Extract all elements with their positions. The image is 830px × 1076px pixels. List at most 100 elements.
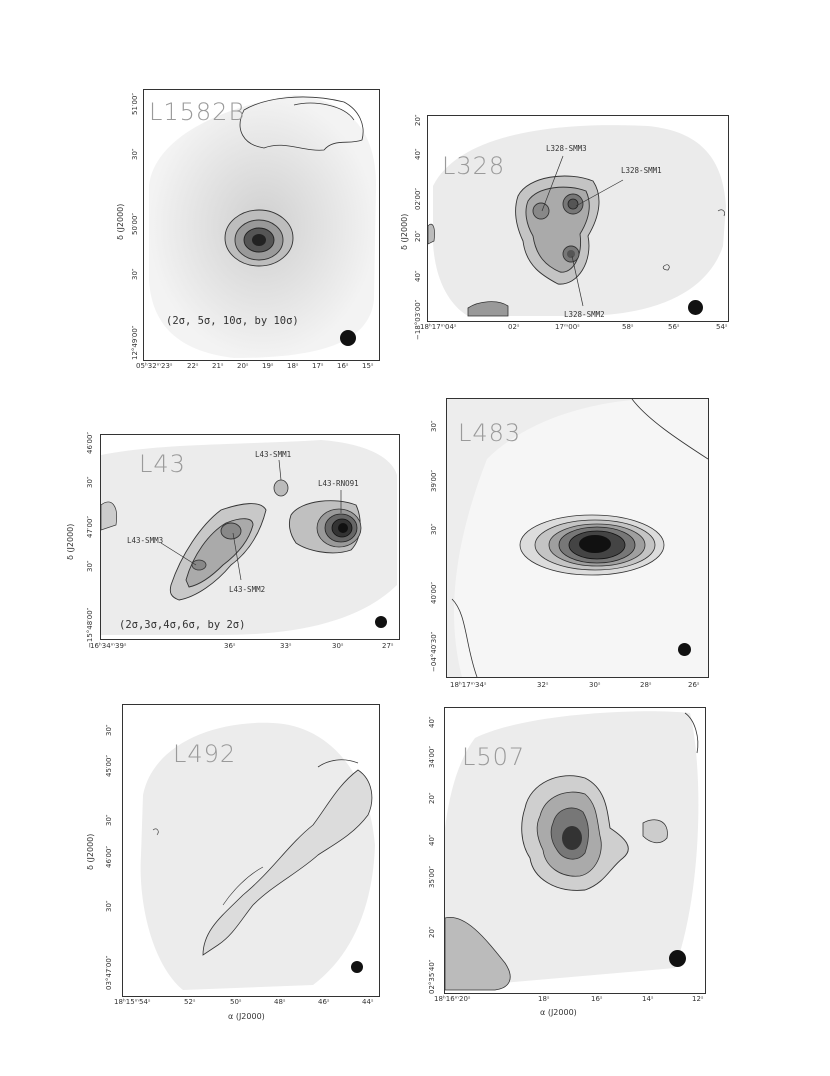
x-tick: 48ˢ xyxy=(274,998,286,1006)
x-axis-label-l507: α (J2000) xyxy=(540,1008,577,1017)
y-tick: 40″ xyxy=(428,834,436,846)
x-tick: 18ʰ16ᵐ20ˢ xyxy=(434,995,471,1003)
beam-icon xyxy=(375,616,387,628)
x-tick: 26ˢ xyxy=(688,681,700,689)
x-tick: 30ˢ xyxy=(332,642,344,650)
y-tick: 30″ xyxy=(131,148,139,160)
y-tick: 39′00″ xyxy=(430,469,438,492)
y-tick: 46′00″ xyxy=(86,431,94,454)
y-tick: 40′00″ xyxy=(430,581,438,604)
x-tick: 56ˢ xyxy=(668,323,680,331)
y-tick: 51′00″ xyxy=(131,92,139,115)
y-tick: 30″ xyxy=(86,476,94,488)
y-tick: 30″ xyxy=(86,560,94,572)
x-tick: 05ʰ32ᵐ23ˢ xyxy=(136,362,173,370)
y-tick: 40″ xyxy=(414,270,422,282)
x-tick: 17ᵐ00ˢ xyxy=(555,323,580,331)
y-tick: 30″ xyxy=(131,268,139,280)
panel-name-l507: L507 xyxy=(462,743,526,771)
source-label: L43-RNO91 xyxy=(318,479,359,488)
source-label: L328-SMM3 xyxy=(546,144,587,153)
panel-name-l1582b: L1582B xyxy=(149,98,246,126)
x-tick: 14ˢ xyxy=(642,995,654,1003)
source-label: L43-SMM3 xyxy=(127,536,164,545)
x-tick: 32ˢ xyxy=(537,681,549,689)
x-tick: 20ˢ xyxy=(237,362,249,370)
y-tick: 20″ xyxy=(414,230,422,242)
x-tick: 16ʰ34ᵐ39ˢ xyxy=(90,642,127,650)
y-tick: −18°03′00″ xyxy=(414,299,422,340)
source-label: L43-SMM2 xyxy=(229,585,266,594)
map-l1582b xyxy=(149,95,376,358)
x-tick: 12ˢ xyxy=(692,995,704,1003)
x-tick: 30ˢ xyxy=(589,681,601,689)
y-tick: 20″ xyxy=(414,114,422,126)
x-tick: 22ˢ xyxy=(187,362,199,370)
x-tick: 52ˢ xyxy=(184,998,196,1006)
map-l43 xyxy=(101,440,397,635)
y-tick: 02°35′40″ xyxy=(428,959,436,994)
y-axis-label-l43: δ (J2000) xyxy=(66,523,75,560)
x-tick: 19ˢ xyxy=(262,362,274,370)
x-tick: 27ˢ xyxy=(382,642,394,650)
y-axis-label-l1582b: δ (J2000) xyxy=(116,203,125,240)
y-tick: 45′00″ xyxy=(105,754,113,777)
beam-icon xyxy=(678,643,691,656)
x-tick: 18ʰ17ᵐ34ˢ xyxy=(450,681,487,689)
y-axis-label-l328: δ (J2000) xyxy=(400,213,409,250)
map-frame-l43: L43 L43-SMM1 L43-RNO91 L43-SMM3 L43-SMM2… xyxy=(100,434,400,640)
y-tick: 12°49′00″ xyxy=(131,325,139,360)
map-l328 xyxy=(428,125,726,317)
y-tick: 30″ xyxy=(430,523,438,535)
panel-name-l492: L492 xyxy=(173,740,237,768)
map-frame-l507: L507 xyxy=(444,707,706,994)
y-tick: 30″ xyxy=(105,814,113,826)
y-tick: 34′00″ xyxy=(428,745,436,768)
x-axis-label-l492: α (J2000) xyxy=(228,1012,265,1021)
x-tick: 21ˢ xyxy=(212,362,224,370)
contour-note-l43: (2σ,3σ,4σ,6σ, by 2σ) xyxy=(119,619,246,631)
y-tick: 35′00″ xyxy=(428,865,436,888)
map-l507 xyxy=(445,711,699,991)
map-frame-l492: L492 xyxy=(122,704,380,997)
x-tick: 16ˢ xyxy=(337,362,349,370)
y-tick: −04°40′30″ xyxy=(430,631,438,672)
x-tick: 18ʰ15ᵐ54ˢ xyxy=(114,998,151,1006)
beam-icon xyxy=(340,330,356,346)
map-frame-l483: L483 xyxy=(446,398,709,678)
y-tick: 03°47′00″ xyxy=(105,955,113,990)
source-label: L43-SMM1 xyxy=(255,450,292,459)
x-tick: 15ˢ xyxy=(362,362,374,370)
beam-icon xyxy=(669,950,686,967)
y-tick: 30″ xyxy=(105,900,113,912)
x-tick: 50ˢ xyxy=(230,998,242,1006)
x-tick: 36ˢ xyxy=(224,642,236,650)
map-l492 xyxy=(140,722,375,990)
x-tick: 18ˢ xyxy=(287,362,299,370)
y-tick: 47′00″ xyxy=(86,515,94,538)
y-axis-label-l492: δ (J2000) xyxy=(86,833,95,870)
x-tick: 33ˢ xyxy=(280,642,292,650)
y-tick: 50′00″ xyxy=(131,212,139,235)
x-tick: 28ˢ xyxy=(640,681,652,689)
x-tick: 46ˢ xyxy=(318,998,330,1006)
y-tick: 20″ xyxy=(428,926,436,938)
source-label: L328-SMM1 xyxy=(621,166,662,175)
beam-icon xyxy=(351,961,363,973)
y-tick: 30″ xyxy=(430,420,438,432)
map-frame-l328: L328 L328-SMM3 L328-SMM1 L328-SMM2 xyxy=(427,115,729,322)
map-l483 xyxy=(447,399,708,677)
y-tick: 02′00″ xyxy=(414,187,422,210)
x-tick: 02ˢ xyxy=(508,323,520,331)
y-tick: 40″ xyxy=(428,716,436,728)
map-frame-l1582b: L1582B (2σ, 5σ, 10σ, by 10σ) xyxy=(143,89,380,361)
panel-name-l483: L483 xyxy=(458,419,522,447)
source-label: L328-SMM2 xyxy=(564,310,605,319)
y-tick: 46′00″ xyxy=(105,845,113,868)
beam-icon xyxy=(688,300,703,315)
x-tick: 54ˢ xyxy=(716,323,728,331)
x-tick: 44ˢ xyxy=(362,998,374,1006)
contour-note-l1582b: (2σ, 5σ, 10σ, by 10σ) xyxy=(166,315,299,327)
panel-name-l43: L43 xyxy=(139,450,186,478)
x-tick: 18ˢ xyxy=(538,995,550,1003)
